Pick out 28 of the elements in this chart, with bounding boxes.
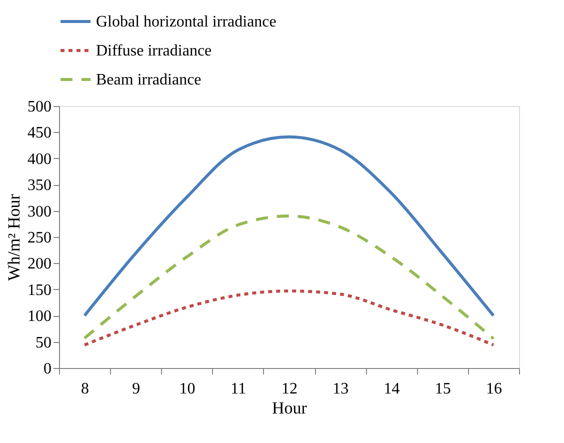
legend-label: Global horizontal irradiance [96, 14, 276, 30]
y-tick-label: 400 [28, 150, 52, 168]
x-tick-label: 10 [179, 380, 196, 398]
x-tick-label: 13 [332, 380, 349, 398]
line-series [83, 214, 495, 340]
y-tick-label: 350 [28, 177, 52, 194]
y-tick-label: 450 [28, 124, 52, 142]
y-tick-label: 0 [44, 360, 52, 378]
y-axis-title: Wh/m² Hour [4, 194, 24, 281]
x-tick-label: 8 [81, 380, 90, 398]
line-series [83, 135, 495, 318]
y-tick-label: 250 [28, 230, 52, 246]
x-tick-label: 14 [384, 380, 400, 398]
line-series [83, 289, 495, 346]
x-tick-label: 15 [434, 380, 451, 398]
x-axis-title: Hour [272, 398, 308, 418]
y-tick-label: 150 [28, 282, 52, 299]
x-tick-label: 11 [230, 380, 246, 398]
x-tick-label: 12 [282, 380, 298, 398]
y-tick-label: 500 [28, 98, 52, 116]
y-tick-label: 300 [28, 203, 52, 220]
legend-label: Beam irradiance [96, 72, 202, 88]
legend-label: Diffuse irradiance [96, 42, 212, 60]
y-tick-label: 100 [28, 308, 52, 326]
y-tick-label: 50 [36, 334, 52, 352]
x-tick-label: 16 [486, 380, 502, 398]
x-tick-label: 9 [132, 380, 140, 398]
y-tick-label: 200 [28, 256, 52, 273]
